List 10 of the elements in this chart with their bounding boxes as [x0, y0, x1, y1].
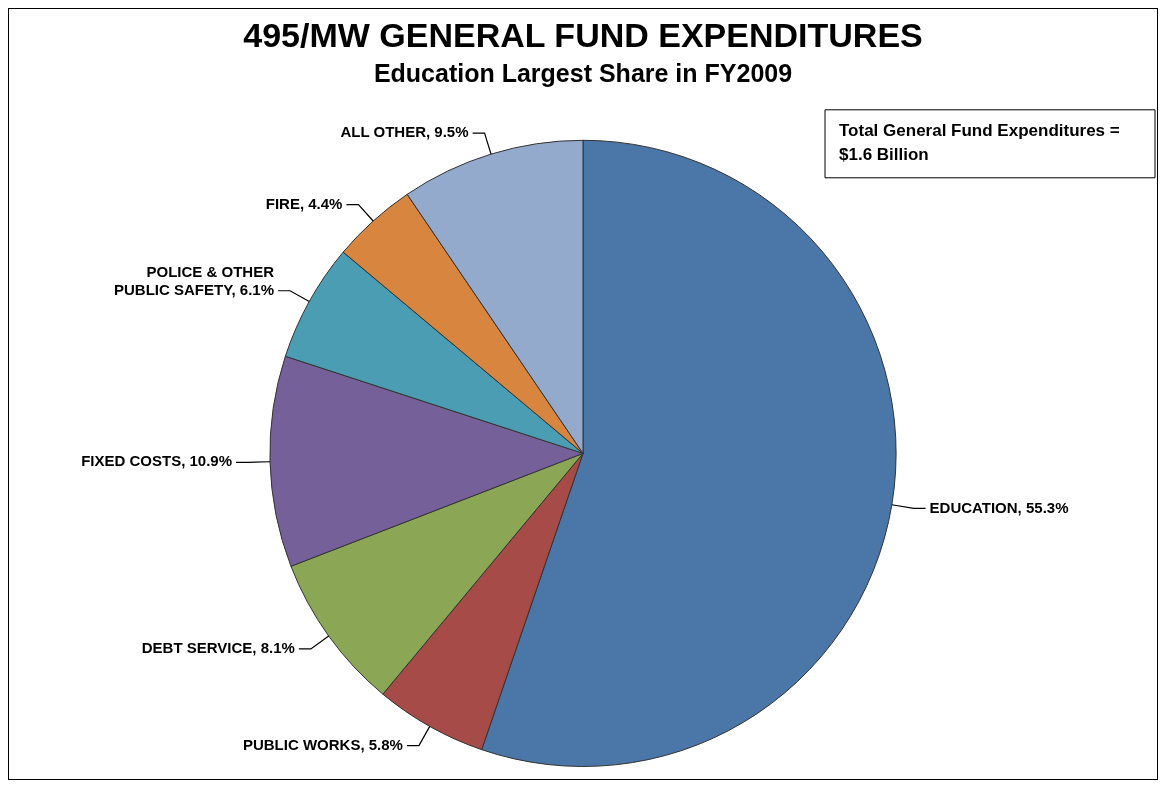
chart-title: 495/MW GENERAL FUND EXPENDITURES: [243, 15, 923, 54]
slice-label: ALL OTHER, 9.5%: [340, 123, 469, 141]
slice-label: DEBT SERVICE, 8.1%: [141, 639, 295, 657]
text: Total General Fund Expenditures = $1.6 Billion: [839, 121, 1120, 165]
slice-label: FIXED COSTS, 10.9%: [81, 452, 233, 470]
slice-label: PUBLIC WORKS, 5.8%: [242, 735, 403, 753]
chart-subtitle: Education Largest Share in FY2009: [373, 58, 793, 87]
slice-label: FIRE, 4.4%: [265, 194, 343, 212]
slice-label: POLICE & OTHER PUBLIC SAFETY, 6.1%: [113, 262, 275, 298]
slice-label: EDUCATION, 55.3%: [929, 498, 1069, 516]
